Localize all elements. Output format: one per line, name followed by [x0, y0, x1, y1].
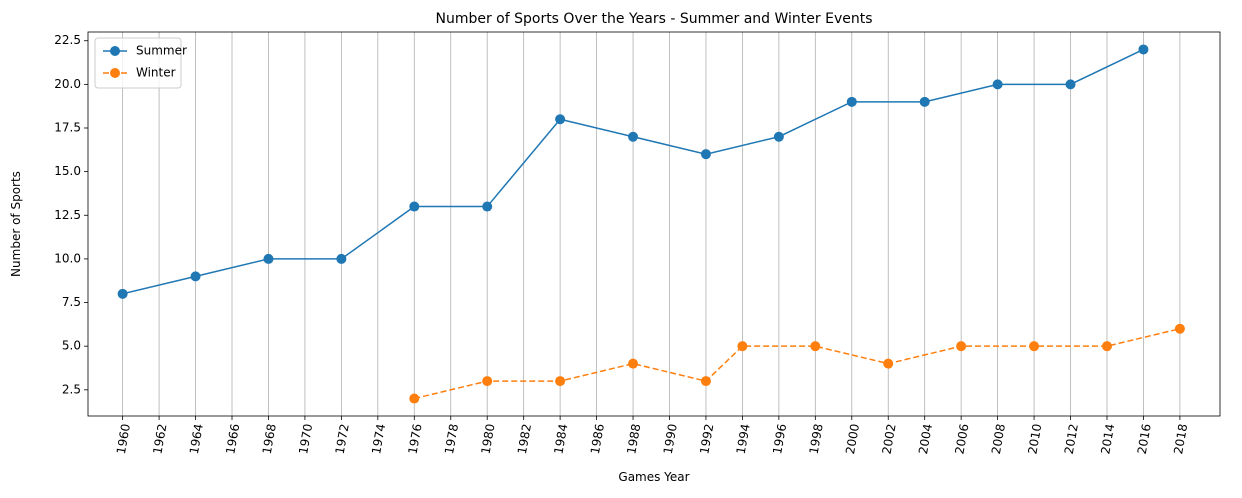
legend: Summer Winter [94, 37, 187, 89]
x-tick-label: 2016 [1135, 423, 1154, 456]
x-tick-label: 1970 [296, 423, 315, 456]
x-tick-label: 1982 [515, 423, 534, 456]
data-point [628, 358, 639, 369]
x-tick-label: 1996 [770, 423, 789, 456]
x-tick-label: 2004 [916, 423, 935, 456]
x-tick-label: 1988 [624, 423, 643, 456]
x-tick-label: 1986 [588, 423, 607, 456]
series-line [414, 327, 1181, 400]
x-tick-label: 1962 [150, 423, 169, 456]
y-axis-label: Number of Sports [9, 171, 23, 277]
data-point [1174, 323, 1185, 334]
x-tick-label: 1980 [479, 423, 498, 456]
data-point [263, 253, 274, 264]
data-point [737, 341, 748, 352]
x-tick-label: 1978 [442, 423, 461, 456]
y-tick-label: 22.5 [54, 33, 81, 47]
data-point [482, 376, 493, 387]
data-point [482, 201, 493, 212]
data-point [919, 96, 930, 107]
data-point [190, 271, 201, 282]
x-tick-label: 2006 [952, 423, 971, 456]
x-tick-label: 1968 [260, 423, 279, 456]
data-point [700, 149, 711, 160]
x-tick-label: 1984 [551, 423, 570, 456]
x-tick-label: 2014 [1098, 423, 1117, 456]
x-tick-label: 2002 [880, 423, 899, 456]
y-tick-label: 15.0 [54, 164, 81, 178]
legend-marker [110, 68, 120, 78]
x-tick-label: 1964 [187, 423, 206, 456]
data-point [409, 201, 420, 212]
y-tick-label: 2.5 [62, 382, 81, 396]
y-tick-label: 20.0 [54, 77, 81, 91]
data-point [700, 376, 711, 387]
x-tick-label: 1966 [223, 423, 242, 456]
plot-frame [87, 31, 1221, 417]
data-point [846, 96, 857, 107]
data-point [1065, 79, 1076, 90]
data-point [409, 393, 420, 404]
y-tick-label: 12.5 [54, 208, 81, 222]
y-tick-label: 7.5 [62, 295, 81, 309]
x-tick-label: 2010 [1025, 423, 1044, 456]
legend-label: Winter [136, 66, 176, 80]
data-point [555, 376, 566, 387]
data-point [1138, 44, 1149, 55]
chart-title: Number of Sports Over the Years - Summer… [435, 11, 872, 27]
x-tick-label: 1998 [807, 423, 826, 456]
data-point [628, 131, 639, 142]
y-tick-label: 5.0 [62, 339, 81, 353]
data-point [992, 79, 1003, 90]
x-tick-label: 1974 [369, 423, 388, 456]
x-tick-label: 2000 [843, 423, 862, 456]
x-tick-label: 1994 [734, 423, 753, 456]
data-point [555, 114, 566, 125]
data-point [956, 341, 967, 352]
data-point [883, 358, 894, 369]
x-tick-label: 1992 [697, 423, 716, 456]
legend-marker [110, 46, 120, 56]
x-tick-label: 1960 [114, 423, 133, 456]
data-point [773, 131, 784, 142]
data-point [1029, 341, 1040, 352]
data-point [336, 253, 347, 264]
x-tick-label: 2008 [989, 423, 1008, 456]
x-tick-label: 1990 [661, 423, 680, 456]
y-tick-label: 17.5 [54, 121, 81, 135]
x-axis-label: Games Year [618, 470, 689, 484]
legend-label: Summer [136, 44, 187, 58]
data-point [117, 288, 128, 299]
data-point [810, 341, 821, 352]
x-tick-label: 1972 [333, 423, 352, 456]
x-tick-label: 2012 [1062, 423, 1081, 456]
x-tick-label: 2018 [1171, 423, 1190, 456]
y-tick-label: 10.0 [54, 251, 81, 265]
data-point [1101, 341, 1112, 352]
x-tick-label: 1976 [406, 423, 425, 456]
